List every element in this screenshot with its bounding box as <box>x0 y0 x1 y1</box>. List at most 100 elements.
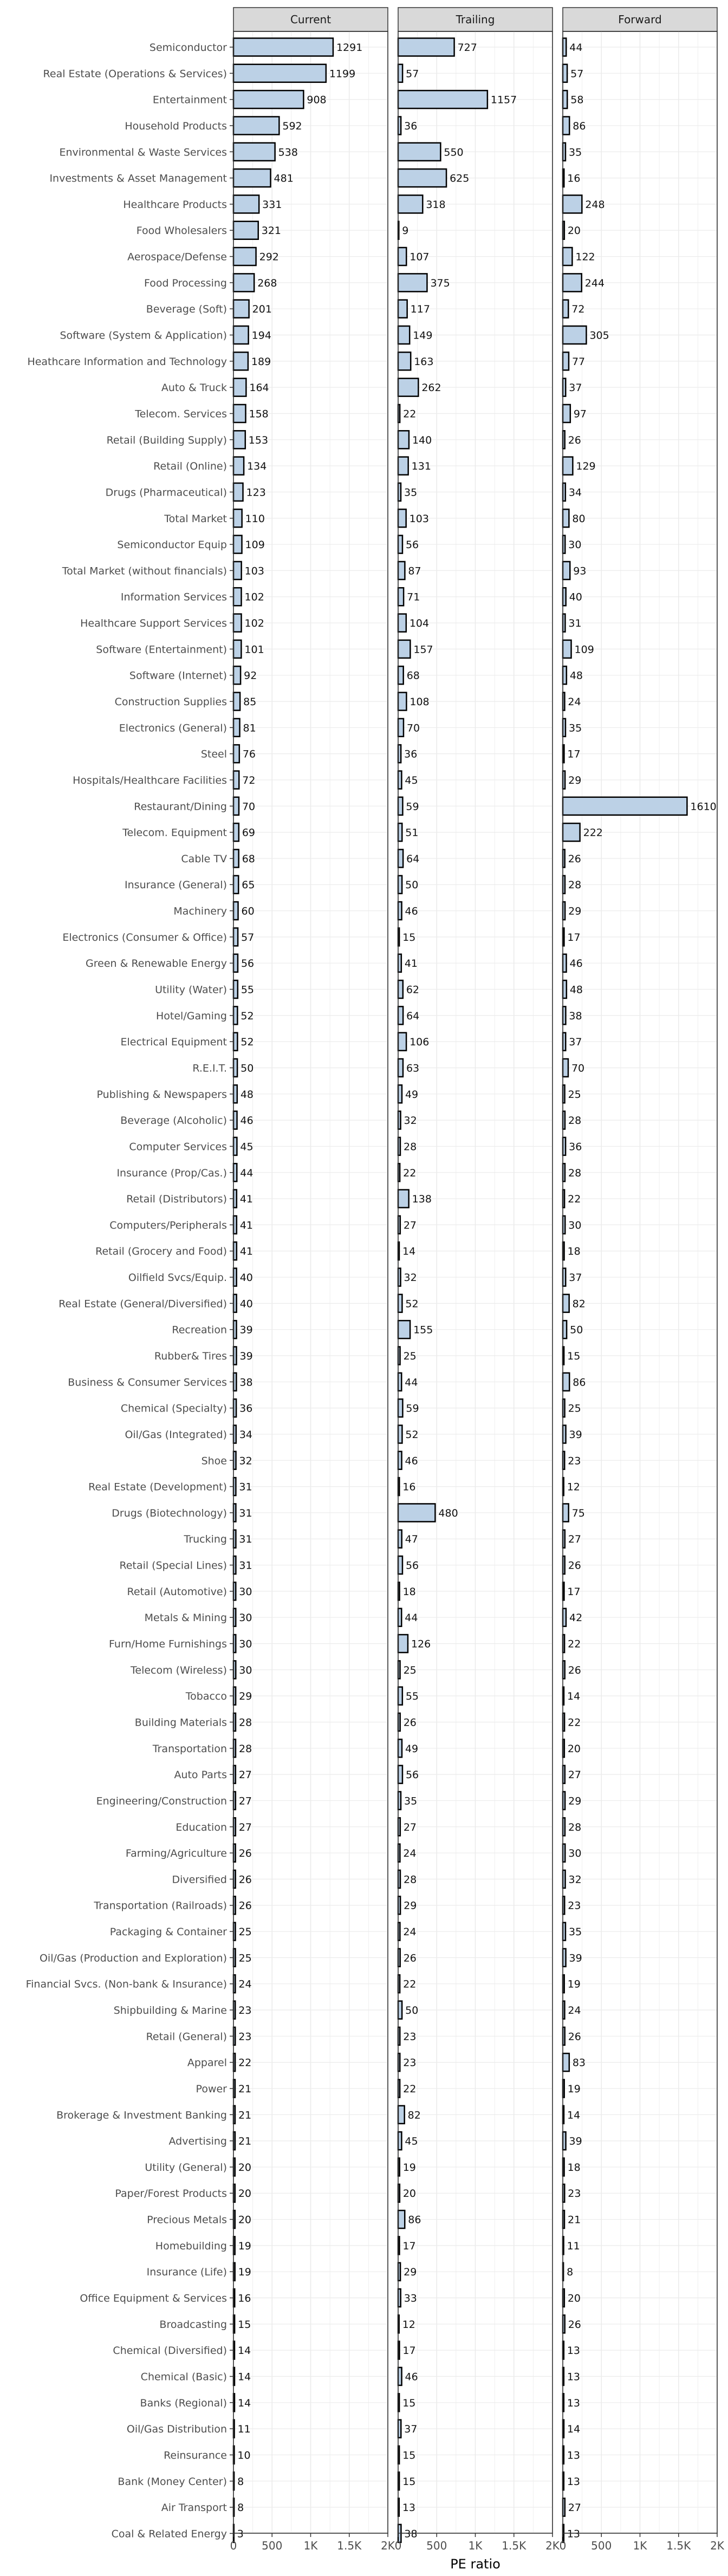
data-label: 12 <box>402 2319 415 2331</box>
data-label: 26 <box>404 1952 417 1964</box>
data-label: 26 <box>568 434 581 446</box>
y-tick-label: Shipbuilding & Marine <box>114 2005 227 2016</box>
y-tick-label: Education <box>176 1822 227 1833</box>
data-label: 16 <box>238 2293 251 2305</box>
facet-panel-forward: Forward445758863516248201222447230577379… <box>560 7 725 2552</box>
data-label: 3 <box>237 2528 244 2540</box>
y-tick-label: Software (Entertainment) <box>96 643 227 655</box>
data-label: 44 <box>405 1612 418 1624</box>
bar <box>397 299 408 318</box>
data-label: 37 <box>569 1272 582 1284</box>
y-tick-label: Real Estate (Development) <box>88 1481 227 1493</box>
y-tick-label: Broadcasting <box>159 2319 227 2331</box>
data-label: 104 <box>410 617 429 629</box>
data-label: 17 <box>567 749 580 760</box>
data-label: 56 <box>406 1769 419 1781</box>
y-tick-label: Oil/Gas (Integrated) <box>125 1429 227 1441</box>
data-label: 35 <box>569 1926 582 1938</box>
data-label: 45 <box>240 1141 253 1153</box>
x-tick-label: 500 <box>262 2539 282 2552</box>
data-label: 19 <box>238 2240 251 2252</box>
bar <box>397 665 404 685</box>
data-label: 32 <box>239 1455 252 1467</box>
data-label: 60 <box>242 906 255 918</box>
bar <box>397 770 402 790</box>
data-label: 35 <box>404 486 417 498</box>
data-label: 20 <box>403 2188 416 2200</box>
data-label: 222 <box>583 827 603 839</box>
bar <box>562 89 568 109</box>
data-label: 75 <box>572 1507 585 1519</box>
bar <box>562 404 571 424</box>
bar <box>232 1346 237 1365</box>
y-tick-label: Drugs (Pharmaceutical) <box>106 486 227 498</box>
data-label: 38 <box>569 1010 582 1022</box>
y-tick-label: Rubber& Tires <box>154 1350 227 1362</box>
bar <box>397 194 424 214</box>
bar <box>562 273 583 292</box>
data-label: 41 <box>405 958 418 970</box>
bar <box>397 2366 402 2386</box>
data-label: 8 <box>237 2476 244 2488</box>
data-label: 48 <box>240 1089 253 1101</box>
bar <box>232 299 250 318</box>
data-label: 14 <box>238 2345 251 2357</box>
data-label: 321 <box>262 225 281 237</box>
data-label: 1291 <box>336 42 362 54</box>
bar <box>397 2419 402 2438</box>
bar <box>232 1241 238 1261</box>
bar <box>562 63 568 83</box>
bar <box>397 1555 404 1575</box>
data-label: 58 <box>570 94 583 106</box>
y-tick-label: Semiconductor <box>150 42 227 54</box>
data-label: 15 <box>402 2397 415 2409</box>
data-label: 68 <box>242 853 255 865</box>
data-label: 16 <box>567 173 580 185</box>
data-label: 102 <box>245 617 264 629</box>
data-label: 727 <box>458 42 477 54</box>
y-tick-label: Power <box>196 2083 227 2095</box>
data-label: 14 <box>238 2397 251 2409</box>
bar <box>397 979 404 999</box>
data-label: 25 <box>404 1350 417 1362</box>
data-label: 34 <box>569 486 582 498</box>
data-label: 23 <box>238 2005 251 2016</box>
bar <box>397 430 410 450</box>
bar <box>232 1372 237 1392</box>
y-tick-label: Office Equipment & Services <box>80 2293 227 2305</box>
data-label: 39 <box>569 2136 582 2148</box>
y-tick-label: Retail (Building Supply) <box>107 434 227 446</box>
bar <box>232 1267 237 1287</box>
y-tick-label: Building Materials <box>135 1716 227 1728</box>
x-tick-label: 1.5K <box>337 2539 362 2552</box>
bar <box>397 587 405 607</box>
data-label: 36 <box>404 120 417 132</box>
data-label: 194 <box>252 330 271 342</box>
data-label: 52 <box>405 1429 418 1441</box>
data-label: 17 <box>567 932 580 944</box>
bar <box>397 2105 405 2125</box>
data-label: 28 <box>568 1167 581 1179</box>
data-label: 19 <box>403 2162 416 2174</box>
data-label: 305 <box>589 330 609 342</box>
y-tick-label: Oilfield Svcs/Equip. <box>128 1272 227 1284</box>
data-label: 28 <box>568 879 581 891</box>
bar <box>397 1006 404 1025</box>
bar <box>397 1424 403 1444</box>
data-label: 68 <box>407 670 420 682</box>
data-label: 134 <box>247 460 266 472</box>
bar <box>232 849 239 868</box>
data-label: 30 <box>239 1638 252 1650</box>
data-label: 32 <box>404 1115 417 1127</box>
data-label: 158 <box>249 408 269 420</box>
y-tick-label: Computers/Peripherals <box>109 1219 227 1231</box>
y-tick-label: Hospitals/Healthcare Facilities <box>73 775 227 786</box>
data-label: 13 <box>402 2502 415 2514</box>
data-label: 27 <box>239 1822 252 1833</box>
data-label: 26 <box>239 1900 252 1912</box>
data-label: 13 <box>567 2397 580 2409</box>
bar <box>397 1398 404 1418</box>
y-tick-label: Chemical (Diversified) <box>113 2345 227 2357</box>
data-label: 44 <box>569 42 582 54</box>
